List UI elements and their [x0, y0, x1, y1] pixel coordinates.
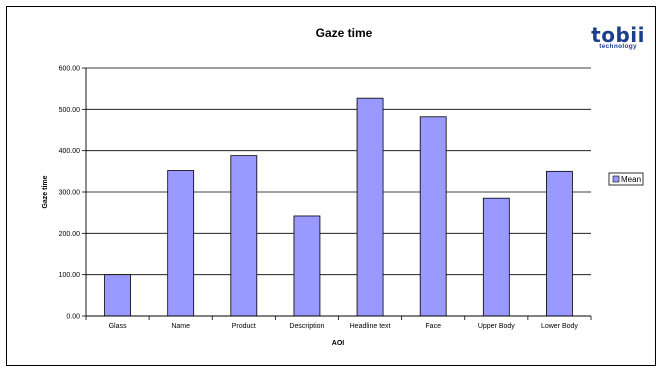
x-axis-title: AOI: [332, 340, 345, 347]
bar-face: [419, 116, 447, 317]
x-tick-label: Description: [289, 323, 324, 330]
x-tick-label: Headline text: [350, 323, 391, 330]
gridlines: [86, 67, 591, 276]
y-tick-labels: 0.00 100.00 200.00 300.00 400.00 500.00 600.00: [59, 66, 81, 321]
x-tick-labels: Glass Name Product Description Headline text…: [109, 323, 579, 330]
bar-product: [230, 155, 258, 317]
x-tick-label: Name: [171, 323, 190, 330]
tobii-logo: tobii technology: [591, 25, 645, 51]
bar-lower-body: [546, 170, 573, 317]
bar-headline-text: [356, 97, 384, 317]
y-tick-label: 0.00: [66, 314, 80, 321]
logo-subtitle: technology: [599, 43, 637, 50]
y-tick-label: 100.00: [59, 272, 81, 279]
y-tick-label: 300.00: [59, 190, 81, 197]
legend-label-mean: Mean: [621, 175, 641, 184]
chart-title: Gaze time: [316, 26, 373, 40]
x-tick-label: Face: [425, 323, 441, 330]
x-tick-label: Lower Body: [541, 323, 578, 330]
legend-swatch: [612, 175, 620, 183]
logo-word: tobii: [591, 23, 645, 47]
y-tick-label: 600.00: [59, 66, 81, 73]
y-tick-label: 200.00: [59, 231, 81, 238]
y-tick-label: 500.00: [59, 107, 81, 114]
y-axis-title: Gaze time: [42, 175, 49, 208]
y-tick-label: 400.00: [59, 148, 81, 155]
x-tick-label: Glass: [109, 323, 127, 330]
bar-upper-body: [482, 197, 510, 317]
axes: [82, 67, 592, 320]
x-tick-label: Product: [232, 323, 256, 330]
x-tick-label: Upper Body: [478, 323, 515, 330]
bar-glass: [104, 274, 131, 317]
bars: [104, 97, 573, 317]
bar-name: [167, 170, 195, 317]
bar-description: [293, 215, 321, 317]
legend: Mean: [608, 172, 644, 186]
